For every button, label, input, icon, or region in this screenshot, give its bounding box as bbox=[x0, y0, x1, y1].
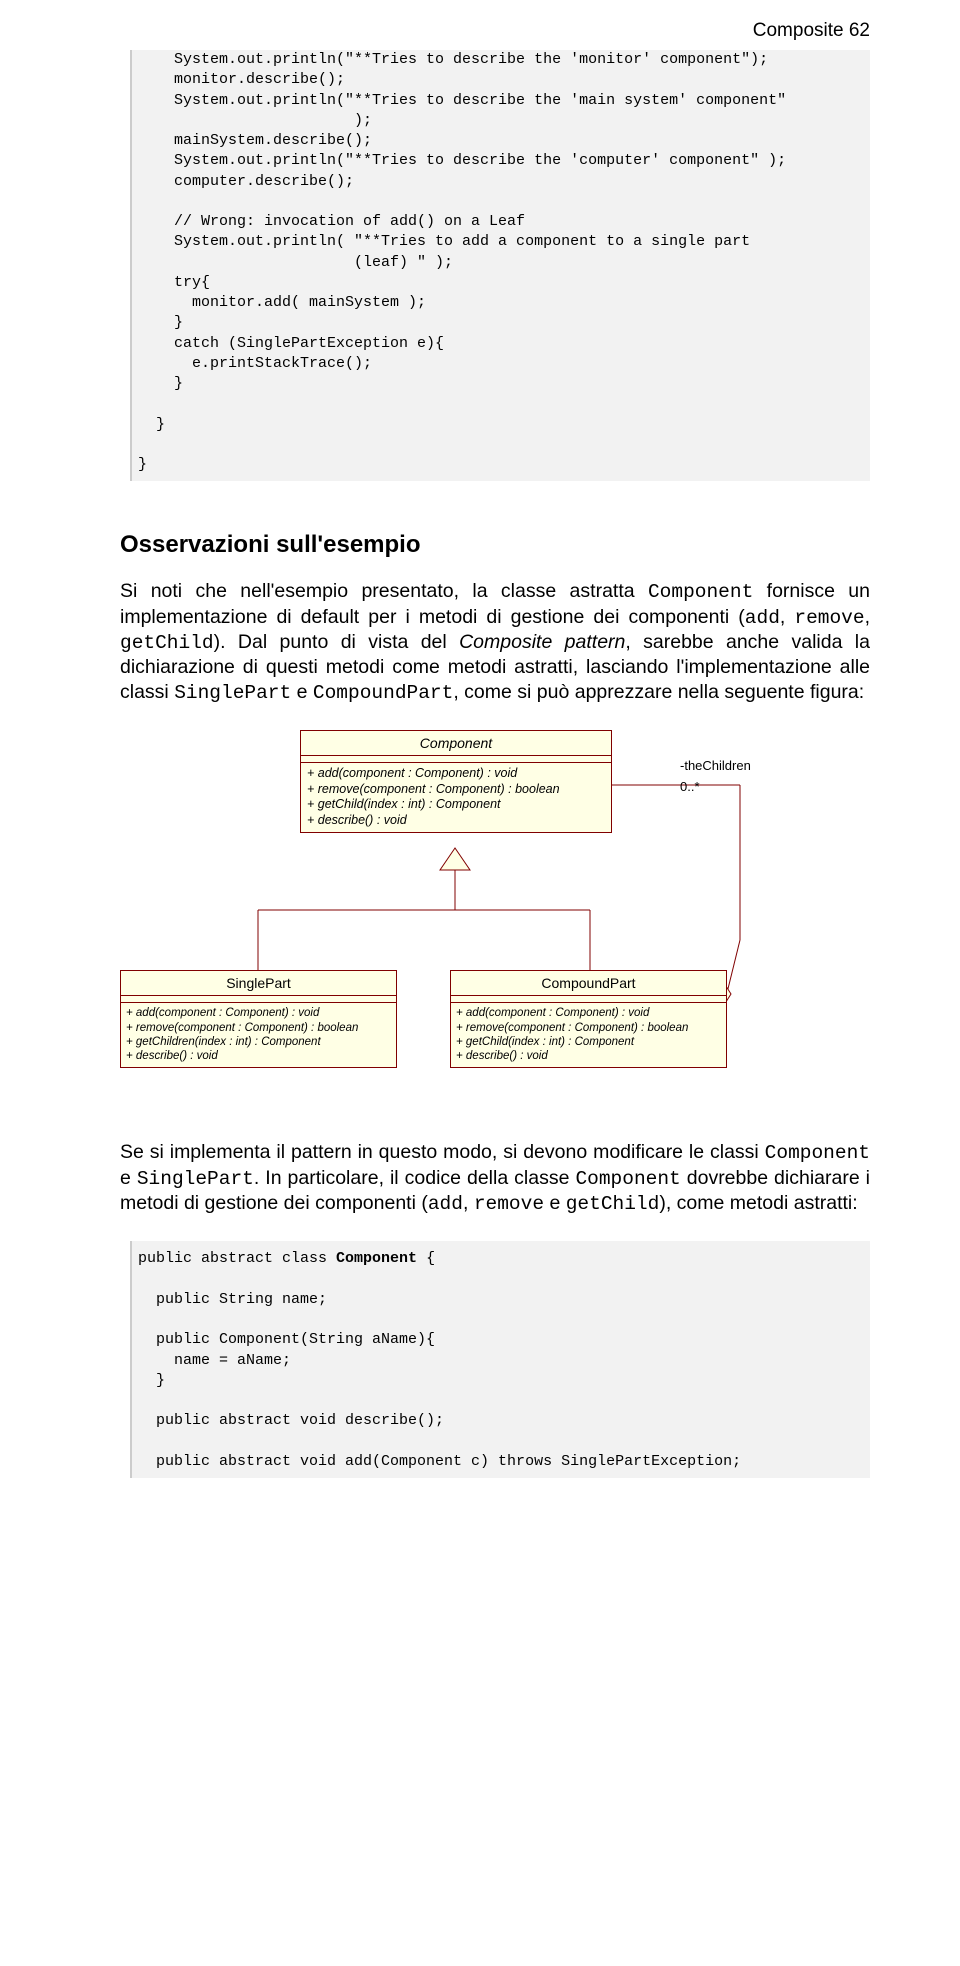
text: e bbox=[120, 1167, 137, 1189]
identifier-component: Component bbox=[575, 1168, 680, 1190]
text: , bbox=[463, 1192, 474, 1214]
code-line: public String name; bbox=[138, 1291, 327, 1308]
identifier-add: add bbox=[428, 1193, 463, 1215]
code-line: } bbox=[138, 1372, 165, 1389]
identifier-compoundpart: CompoundPart bbox=[313, 682, 453, 704]
identifier-remove: remove bbox=[474, 1193, 544, 1215]
text: e bbox=[291, 681, 313, 703]
uml-multiplicity: 0..* bbox=[680, 779, 751, 794]
page-header: Composite 62 bbox=[753, 20, 870, 42]
uml-ops: + add(component : Component) : void+ rem… bbox=[451, 1003, 726, 1067]
code-line: { bbox=[417, 1250, 435, 1267]
uml-class-name: SinglePart bbox=[121, 971, 396, 996]
text: , come si può apprezzare nella seguente … bbox=[453, 681, 864, 703]
uml-ops: + add(component : Component) : void+ rem… bbox=[121, 1003, 396, 1067]
identifier-component: Component bbox=[765, 1142, 870, 1164]
text: , bbox=[865, 606, 870, 628]
uml-attr-empty bbox=[451, 996, 726, 1003]
text: . In particolare, il codice della classe bbox=[254, 1167, 576, 1189]
identifier-singlepart: SinglePart bbox=[174, 682, 291, 704]
uml-ops: + add(component : Component) : void+ rem… bbox=[301, 763, 611, 832]
pattern-name: Composite pattern bbox=[459, 631, 625, 653]
identifier-getchild: getChild bbox=[120, 632, 214, 654]
identifier-remove: remove bbox=[794, 607, 864, 629]
code-line: public abstract void add(Component c) th… bbox=[138, 1453, 741, 1470]
text: , bbox=[780, 606, 794, 628]
paragraph-observations: Si noti che nell'esempio presentato, la … bbox=[120, 579, 870, 705]
uml-class-name: Component bbox=[301, 731, 611, 756]
text: ). Dal punto di vista del bbox=[214, 631, 459, 653]
code-line: name = aName; bbox=[138, 1352, 291, 1369]
paragraph-implementation: Se si implementa il pattern in questo mo… bbox=[120, 1140, 870, 1216]
identifier-component: Component bbox=[648, 581, 753, 603]
identifier-singlepart: SinglePart bbox=[137, 1168, 254, 1190]
uml-class-component: Component + add(component : Component) :… bbox=[300, 730, 612, 833]
uml-attr-empty bbox=[301, 756, 611, 763]
text: ), come metodi astratti: bbox=[659, 1192, 857, 1214]
identifier-add: add bbox=[745, 607, 780, 629]
text: Se si implementa il pattern in questo mo… bbox=[120, 1141, 765, 1163]
code-block-bottom: public abstract class Component { public… bbox=[130, 1241, 870, 1478]
uml-diagram: Component + add(component : Component) :… bbox=[120, 730, 870, 1110]
identifier-getchild: getChild bbox=[566, 1193, 660, 1215]
code-line: public abstract class bbox=[138, 1250, 336, 1267]
uml-attr-empty bbox=[121, 996, 396, 1003]
uml-class-compoundpart: CompoundPart + add(component : Component… bbox=[450, 970, 727, 1068]
uml-association-label: -theChildren 0..* bbox=[680, 758, 751, 794]
text: e bbox=[544, 1192, 566, 1214]
code-line: public abstract void describe(); bbox=[138, 1412, 444, 1429]
code-classname: Component bbox=[336, 1250, 417, 1267]
code-block-top: System.out.println("**Tries to describe … bbox=[130, 50, 870, 481]
uml-role-name: -theChildren bbox=[680, 758, 751, 773]
section-title-observations: Osservazioni sull'esempio bbox=[120, 531, 870, 559]
code-line: public Component(String aName){ bbox=[138, 1331, 435, 1348]
uml-class-name: CompoundPart bbox=[451, 971, 726, 996]
uml-class-singlepart: SinglePart + add(component : Component) … bbox=[120, 970, 397, 1068]
text: Si noti che nell'esempio presentato, la … bbox=[120, 580, 648, 602]
